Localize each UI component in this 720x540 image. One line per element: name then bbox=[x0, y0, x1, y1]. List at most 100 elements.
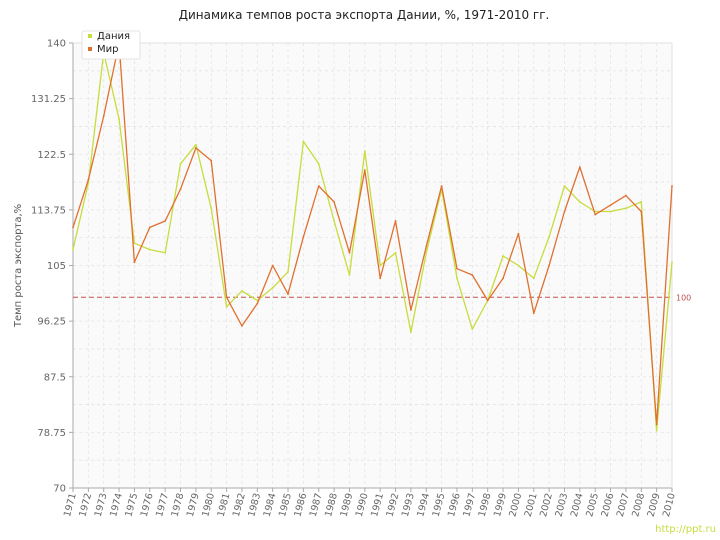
y-tick-label: 131.25 bbox=[31, 94, 66, 105]
data-point-dania bbox=[179, 162, 182, 165]
legend: Дания Мир bbox=[81, 30, 141, 60]
data-point-world bbox=[225, 296, 228, 299]
data-point-world bbox=[87, 178, 90, 181]
data-point-dania bbox=[379, 264, 382, 267]
data-point-world bbox=[594, 213, 597, 216]
data-point-dania bbox=[118, 118, 120, 121]
data-point-world bbox=[256, 302, 259, 305]
data-point-world bbox=[440, 185, 443, 187]
data-point-dania bbox=[363, 150, 366, 152]
data-point-world bbox=[548, 264, 551, 267]
data-point-dania bbox=[194, 143, 197, 146]
grid bbox=[72, 42, 673, 489]
data-point-dania bbox=[640, 201, 643, 203]
data-point-world bbox=[578, 166, 581, 168]
data-point-dania bbox=[287, 270, 289, 273]
data-point-dania bbox=[317, 162, 320, 165]
data-point-dania bbox=[517, 264, 520, 267]
data-point-world bbox=[72, 226, 74, 229]
data-point-dania bbox=[671, 261, 673, 264]
y-tick-label: 140 bbox=[47, 39, 66, 50]
y-tick-label: 105 bbox=[47, 261, 66, 272]
data-point-dania bbox=[271, 286, 274, 289]
data-point-dania bbox=[210, 207, 213, 210]
data-point-dania bbox=[548, 235, 551, 238]
data-point-dania bbox=[471, 328, 474, 330]
data-point-dania bbox=[148, 248, 151, 251]
data-point-world bbox=[655, 423, 658, 426]
data-point-dania bbox=[609, 210, 612, 213]
data-point-world bbox=[532, 312, 535, 315]
data-point-world bbox=[241, 324, 243, 327]
data-point-world bbox=[471, 274, 474, 276]
reference-line-group: 100 bbox=[73, 293, 691, 302]
plot-area bbox=[73, 43, 672, 488]
legend-label-world: Мир bbox=[97, 44, 118, 55]
data-point-world bbox=[287, 293, 289, 296]
y-tick-label: 70 bbox=[53, 484, 66, 495]
data-point-dania bbox=[164, 251, 167, 254]
data-point-dania bbox=[532, 277, 535, 280]
data-point-world bbox=[625, 194, 627, 197]
y-axis-label: Темп роста экспорта,% bbox=[13, 204, 24, 328]
data-point-dania bbox=[578, 201, 581, 203]
y-tick-label: 96.25 bbox=[37, 317, 66, 328]
data-point-world bbox=[486, 299, 489, 302]
data-point-world bbox=[517, 232, 520, 235]
data-point-world bbox=[609, 204, 612, 207]
data-point-dania bbox=[456, 277, 458, 280]
data-point-world bbox=[133, 261, 136, 264]
data-point-dania bbox=[502, 255, 504, 257]
data-point-world bbox=[425, 245, 428, 248]
reference-line-label: 100 bbox=[676, 293, 691, 302]
data-point-dania bbox=[425, 251, 428, 254]
y-axis-ticks: 140 131.25 122.5 113.75 105 96.25 87.5 78.75 70 bbox=[31, 39, 73, 495]
y-tick-label: 87.5 bbox=[44, 372, 66, 383]
data-point-world bbox=[394, 220, 397, 222]
data-point-world bbox=[317, 185, 320, 187]
data-point-world bbox=[563, 210, 566, 213]
data-point-world bbox=[179, 188, 182, 191]
data-point-world bbox=[164, 220, 167, 222]
data-point-world bbox=[363, 169, 366, 172]
data-point-world bbox=[333, 201, 336, 203]
series-line-dania bbox=[72, 51, 673, 432]
data-point-dania bbox=[655, 429, 658, 432]
data-point-world bbox=[671, 185, 673, 187]
data-point-dania bbox=[348, 274, 351, 276]
data-point-dania bbox=[133, 242, 136, 245]
watermark: http://ppt.ru bbox=[655, 524, 716, 535]
data-point-dania bbox=[563, 185, 566, 187]
series-lines bbox=[72, 42, 673, 432]
data-point-world bbox=[502, 277, 504, 280]
chart-title: Динамика темпов роста экспорта Дании, %,… bbox=[179, 8, 550, 22]
data-point-world bbox=[379, 277, 382, 280]
data-point-dania bbox=[333, 220, 336, 222]
data-point-world bbox=[456, 267, 458, 270]
y-tick-label: 113.75 bbox=[31, 205, 66, 216]
data-point-dania bbox=[225, 305, 228, 308]
data-point-dania bbox=[394, 251, 397, 254]
data-point-dania bbox=[241, 290, 243, 292]
y-tick-label: 122.5 bbox=[37, 150, 66, 161]
data-point-world bbox=[271, 264, 274, 267]
data-point-world bbox=[640, 210, 643, 213]
legend-swatch-dania bbox=[88, 34, 92, 38]
legend-swatch-world bbox=[88, 47, 92, 51]
legend-label-dania: Дания bbox=[97, 31, 130, 42]
data-point-world bbox=[210, 159, 213, 162]
series-line-world bbox=[72, 42, 673, 426]
data-point-world bbox=[348, 251, 351, 254]
data-point-world bbox=[102, 115, 105, 118]
data-point-dania bbox=[625, 207, 627, 210]
y-tick-label: 78.75 bbox=[37, 428, 66, 439]
data-point-world bbox=[148, 226, 151, 229]
data-point-world bbox=[409, 309, 412, 311]
legend-box bbox=[81, 30, 141, 60]
data-point-dania bbox=[72, 248, 74, 251]
data-point-world bbox=[194, 146, 197, 149]
data-point-dania bbox=[302, 140, 305, 143]
data-point-dania bbox=[409, 331, 412, 334]
data-point-world bbox=[302, 235, 305, 238]
